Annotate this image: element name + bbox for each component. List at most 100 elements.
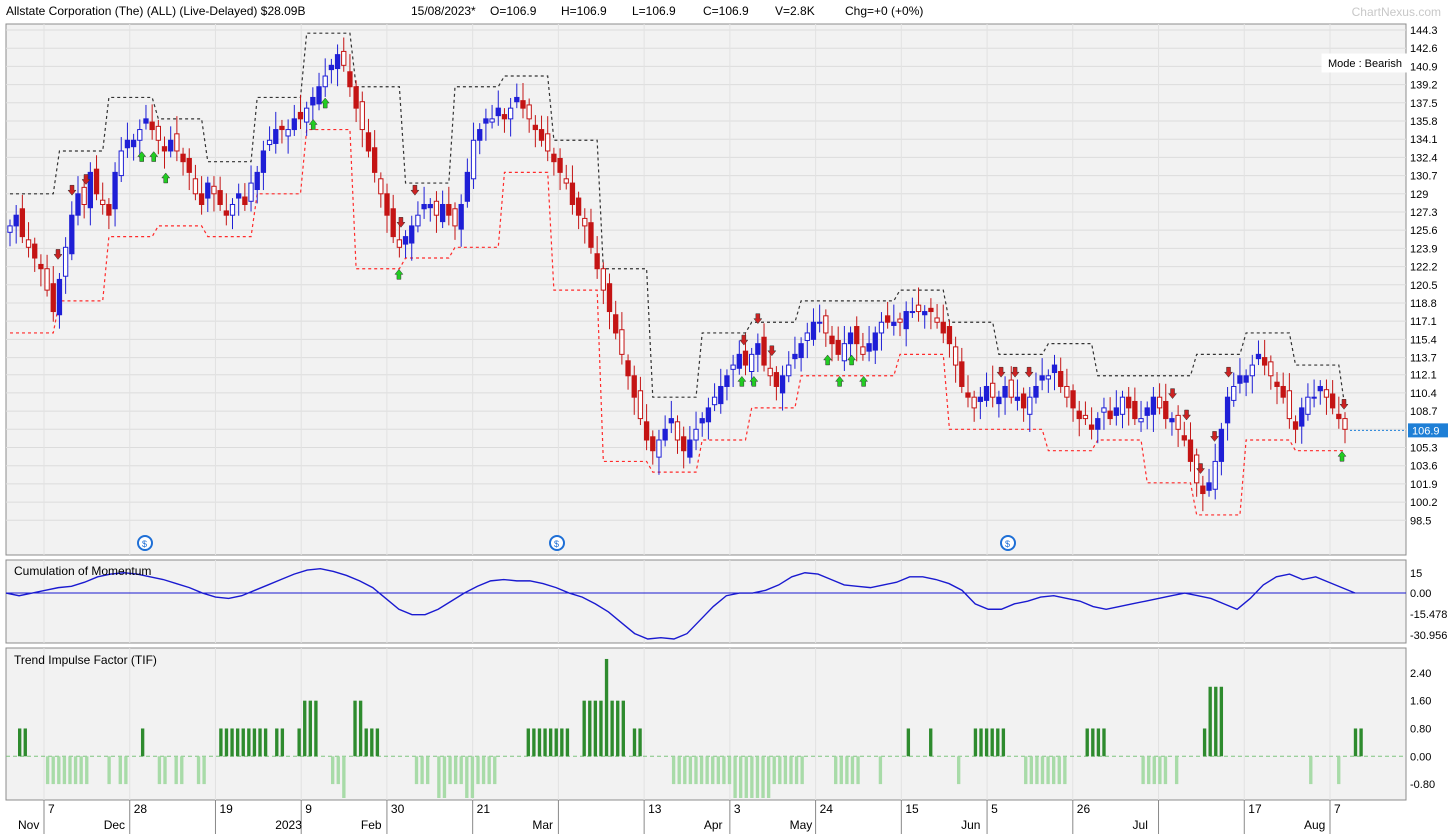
candle-body bbox=[1045, 375, 1051, 380]
tif-bar bbox=[929, 728, 933, 757]
candle-body bbox=[1051, 364, 1058, 374]
tif-bar bbox=[610, 700, 614, 757]
tif-bar bbox=[761, 756, 765, 798]
candle-body bbox=[959, 361, 965, 387]
tif-bar bbox=[1152, 756, 1156, 785]
candle-body bbox=[922, 311, 928, 316]
x-month-label: Apr bbox=[704, 818, 723, 832]
tif-bar bbox=[241, 728, 245, 757]
candle-body bbox=[878, 321, 885, 334]
signal-down-arrow bbox=[67, 184, 77, 196]
candle-body bbox=[236, 193, 242, 199]
tif-bar bbox=[280, 728, 285, 757]
candle-body bbox=[501, 114, 508, 120]
candle-body bbox=[1033, 385, 1039, 398]
candle-body bbox=[613, 314, 619, 334]
candle-body bbox=[1058, 370, 1064, 387]
signal-up-arrow bbox=[823, 354, 833, 366]
candle-body bbox=[477, 129, 483, 141]
signal-up-arrow bbox=[749, 375, 759, 387]
tif-bar bbox=[532, 728, 536, 757]
candle-body bbox=[390, 208, 396, 238]
tif-bar bbox=[632, 728, 637, 757]
candle-body bbox=[81, 186, 87, 205]
tif-bar bbox=[789, 756, 793, 785]
tif-bar bbox=[1214, 686, 1218, 757]
candle-body bbox=[409, 225, 415, 244]
candle-body bbox=[816, 321, 823, 324]
tif-bar bbox=[1208, 686, 1212, 757]
tif-bar bbox=[1141, 756, 1145, 785]
x-day-label: 24 bbox=[820, 802, 834, 816]
tif-bar bbox=[1174, 756, 1179, 785]
candle-body bbox=[582, 217, 588, 227]
candle-body bbox=[254, 171, 260, 191]
tif-bar bbox=[353, 700, 357, 757]
tif-bar bbox=[1063, 756, 1067, 785]
candle-body bbox=[1336, 413, 1342, 420]
tif-bar bbox=[548, 728, 553, 757]
trailing-stop-upper bbox=[10, 32, 1346, 408]
price-tick-label: 123.9 bbox=[1410, 243, 1438, 255]
tif-bar bbox=[956, 756, 961, 785]
tif-bar bbox=[834, 756, 838, 785]
tif-bar bbox=[1029, 756, 1034, 785]
candle-body bbox=[143, 118, 149, 124]
signal-down-arrow bbox=[1224, 366, 1234, 378]
tif-bar bbox=[537, 728, 542, 757]
candle-body bbox=[149, 121, 155, 131]
tif-bar bbox=[230, 728, 234, 757]
tif-bar bbox=[314, 700, 318, 757]
tif-bar bbox=[766, 756, 771, 798]
x-month-label: Mar bbox=[532, 818, 553, 832]
signal-down-arrow bbox=[753, 313, 763, 325]
candle-body bbox=[792, 353, 798, 360]
candle-body bbox=[711, 396, 718, 406]
tif-bar bbox=[448, 756, 452, 785]
tif-bar bbox=[526, 728, 530, 757]
candle-body bbox=[1008, 379, 1014, 398]
candle-body bbox=[297, 111, 304, 120]
price-tick-label: 110.4 bbox=[1410, 388, 1437, 400]
candle-body bbox=[439, 203, 446, 223]
tif-bar bbox=[996, 728, 1000, 757]
candle-body bbox=[1323, 389, 1330, 398]
x-month-label: Jun bbox=[961, 818, 980, 832]
trailing-stop-lower bbox=[10, 128, 1345, 516]
tif-bar bbox=[839, 756, 843, 785]
price-tick-label: 139.2 bbox=[1410, 80, 1438, 92]
candle-body bbox=[841, 343, 848, 362]
candle-body bbox=[1181, 435, 1187, 441]
candle-body bbox=[588, 222, 594, 248]
signal-down-arrow bbox=[1182, 409, 1192, 421]
candle-body bbox=[1342, 418, 1348, 430]
x-day-label: 21 bbox=[477, 802, 491, 816]
price-tick-label: 127.3 bbox=[1410, 207, 1438, 219]
change-readout: Chg=+0 (+0%) bbox=[845, 4, 924, 18]
tif-bar bbox=[783, 756, 788, 785]
signal-down-arrow bbox=[1024, 366, 1034, 378]
candle-body bbox=[866, 343, 872, 352]
candle-body bbox=[1200, 485, 1206, 495]
momentum-line bbox=[5, 567, 1356, 640]
signal-up-arrow bbox=[137, 151, 147, 162]
candle-body bbox=[1076, 410, 1082, 420]
candle-body bbox=[266, 139, 273, 146]
tif-bar bbox=[750, 756, 754, 798]
tif-bar bbox=[258, 728, 262, 757]
tif-bar bbox=[778, 756, 782, 785]
tif-tick-label: 0.00 bbox=[1410, 751, 1431, 763]
tif-bar bbox=[772, 756, 776, 785]
candle-body bbox=[1224, 396, 1231, 424]
candle-body bbox=[1317, 385, 1323, 392]
x-day-label: 28 bbox=[134, 802, 148, 816]
tif-bar bbox=[420, 756, 424, 785]
candle-body bbox=[1150, 396, 1157, 415]
candle-body bbox=[1206, 482, 1212, 491]
candle-body bbox=[662, 428, 668, 441]
x-day-label: 7 bbox=[48, 802, 55, 816]
tif-bar bbox=[990, 728, 994, 757]
candle-body bbox=[56, 278, 63, 316]
candle-body bbox=[1212, 460, 1218, 490]
